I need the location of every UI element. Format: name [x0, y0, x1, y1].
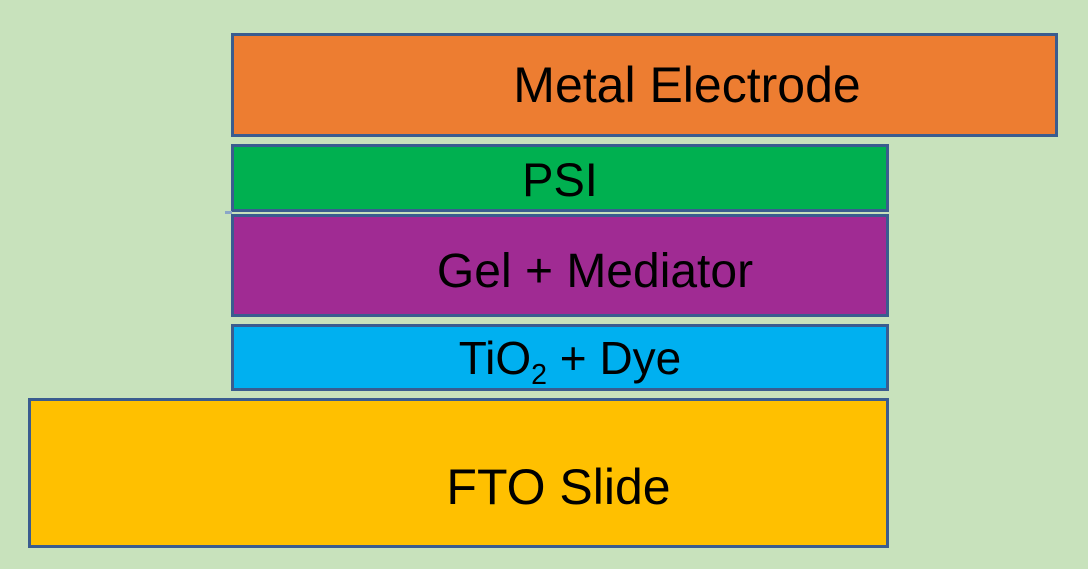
- fto-slide-label: FTO Slide: [446, 459, 671, 515]
- divider-tick: [225, 211, 232, 214]
- tio2-subscript: 2: [531, 358, 548, 391]
- fto-slide-layer: FTO Slide: [28, 398, 889, 548]
- psi-label: PSI: [522, 153, 598, 206]
- tio2-prefix: TiO: [458, 332, 532, 384]
- tio2-dye-layer: TiO2 + Dye: [231, 324, 889, 391]
- tio2-suffix: + Dye: [547, 332, 682, 384]
- metal-electrode-layer: Metal Electrode: [231, 33, 1058, 137]
- tio2-dye-label: TiO2 + Dye: [234, 327, 886, 391]
- metal-electrode-label: Metal Electrode: [513, 57, 861, 113]
- gel-mediator-layer: Gel + Mediator: [231, 214, 889, 317]
- gel-mediator-label: Gel + Mediator: [436, 245, 754, 298]
- psi-layer: PSI: [231, 144, 889, 212]
